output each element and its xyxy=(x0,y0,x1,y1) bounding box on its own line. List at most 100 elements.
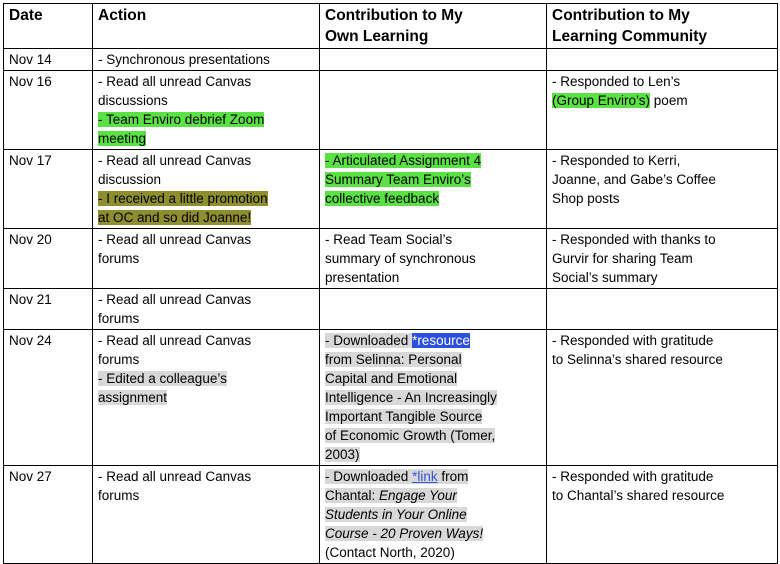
document-page: Date Action Contribution to My Own Learning… xyxy=(3,3,778,564)
date-cell: Nov 16 xyxy=(3,70,93,150)
text-segment: poem xyxy=(650,93,688,108)
text-line: Important Tangible Source xyxy=(325,407,541,426)
column-header-action: Action xyxy=(92,3,320,49)
own-learning-cell: - Downloaded *resource from Selinna: Pers… xyxy=(319,329,547,466)
date-cell: Nov 20 xyxy=(3,228,93,289)
text-line: - Read Team Social’s xyxy=(325,230,541,249)
text-segment: 2003) xyxy=(325,447,360,462)
hyperlink-resource[interactable]: *resource xyxy=(412,333,470,348)
text-segment: Summary Team Enviro’s xyxy=(325,172,471,187)
learning-log-table: Date Action Contribution to My Own Learning… xyxy=(3,3,778,564)
text-segment: - I received a little promotion xyxy=(98,191,268,206)
text-line: Nov 17 xyxy=(9,151,87,170)
text-line: (Contact North, 2020) xyxy=(325,543,541,562)
text-line: assignment xyxy=(98,388,314,407)
text-segment: Nov 24 xyxy=(9,333,52,348)
table-row: Nov 20- Read all unread Canvas forums - Re… xyxy=(3,228,778,289)
text-line: - Read all unread Canvas xyxy=(98,467,314,486)
text-line: to Selinna’s shared resource xyxy=(552,350,772,369)
text-line: Nov 24 xyxy=(9,331,87,350)
text-segment: - Read all unread Canvas xyxy=(98,333,252,348)
text-line: from Selinna: Personal xyxy=(325,350,541,369)
text-segment: (Group Enviro’s) xyxy=(552,93,651,108)
text-segment: - Read all unread Canvas xyxy=(98,292,252,307)
own-learning-cell xyxy=(319,288,547,330)
hyperlink-link[interactable]: *link xyxy=(412,469,438,484)
own-learning-cell xyxy=(319,48,547,71)
text-segment: Nov 17 xyxy=(9,153,52,168)
text-segment: Capital and Emotional xyxy=(325,371,458,386)
learning-community-cell: - Responded with thanks to Gurvir for sha… xyxy=(546,228,778,289)
text-line: forums xyxy=(98,249,314,268)
text-segment: - Read all unread Canvas xyxy=(98,469,252,484)
text-line: - Responded to Len’s xyxy=(552,72,772,91)
text-line: Course - 20 Proven Ways! xyxy=(325,524,541,543)
text-line: Capital and Emotional xyxy=(325,369,541,388)
text-line: - Responded with gratitude xyxy=(552,331,772,350)
column-header-date: Date xyxy=(3,3,93,49)
text-line: Summary Team Enviro’s xyxy=(325,170,541,189)
action-cell: - Read all unread Canvas discussions - Tea… xyxy=(92,70,320,150)
text-segment: - Synchronous presentations xyxy=(98,52,270,67)
text-line: 2003) xyxy=(325,445,541,464)
text-line: - Edited a colleague’s xyxy=(98,369,314,388)
text-line: discussions xyxy=(98,91,314,110)
text-line: (Group Enviro’s) poem xyxy=(552,91,772,110)
table-row: Nov 17 - Read all unread Canvas discussion… xyxy=(3,149,778,229)
text-segment: to Selinna’s shared resource xyxy=(552,352,723,367)
text-segment: - Downloaded xyxy=(325,333,413,348)
table-row: Nov 27 - Read all unread Canvas forums - Do… xyxy=(3,465,778,564)
text-line: forums xyxy=(98,309,314,328)
text-segment: - Downloaded xyxy=(325,469,413,484)
text-segment: - Responded to Kerri, xyxy=(552,153,681,168)
text-segment: Students in Your Online xyxy=(325,507,467,522)
text-segment: - Read all unread Canvas xyxy=(98,232,252,247)
table-row: Nov 24 - Read all unread Canvas forums - Ed… xyxy=(3,329,778,466)
text-line: - Responded with gratitude xyxy=(552,467,772,486)
text-segment: - Read Team Social’s xyxy=(325,232,453,247)
text-segment: - Responded to Len’s xyxy=(552,74,681,89)
date-cell: Nov 17 xyxy=(3,149,93,229)
text-segment: - Responded with gratitude xyxy=(552,469,714,484)
table-row: Nov 16 - Read all unread Canvas discussion… xyxy=(3,70,778,150)
action-cell: - Read all unread Canvas forums xyxy=(92,228,320,289)
text-line: Intelligence - An Increasingly xyxy=(325,388,541,407)
text-segment: - Team Enviro debrief Zoom xyxy=(98,112,265,127)
text-segment: Social’s summary xyxy=(552,270,658,285)
text-line: - Read all unread Canvas xyxy=(98,72,314,91)
text-line: forums xyxy=(98,486,314,505)
text-line: at OC and so did Joanne! xyxy=(98,208,314,227)
learning-community-cell: - Responded to Len’s (Group Enviro’s) poe… xyxy=(546,70,778,150)
text-segment: of Economic Growth (Tomer, xyxy=(325,428,496,443)
text-segment: Nov 20 xyxy=(9,232,52,247)
column-header-own-learning: Contribution to My Own Learning xyxy=(319,3,547,49)
action-cell: - Read all unread Canvas forums xyxy=(92,465,320,564)
text-segment: forums xyxy=(98,488,140,503)
text-line: discussion xyxy=(98,170,314,189)
text-segment: Intelligence - An Increasingly xyxy=(325,390,497,405)
table-row: Nov 21 - Read all unread Canvas forums xyxy=(3,288,778,330)
text-line: Social’s summary xyxy=(552,268,772,287)
text-segment: from xyxy=(437,469,469,484)
text-line: to Chantal’s shared resource xyxy=(552,486,772,505)
text-line: Nov 21 xyxy=(9,290,87,309)
text-segment: to Chantal’s shared resource xyxy=(552,488,725,503)
table-body: Nov 14 - Synchronous presentations Nov 16 -… xyxy=(3,48,778,564)
text-line: Nov 20 xyxy=(9,230,87,249)
learning-community-cell: - Responded with gratitude to Selinna’s s… xyxy=(546,329,778,466)
own-learning-cell: - Downloaded *link from Chantal: Engage Y… xyxy=(319,465,547,564)
text-segment: - Read all unread Canvas xyxy=(98,153,252,168)
text-segment: meeting xyxy=(98,131,147,146)
learning-community-cell xyxy=(546,48,778,71)
table-row: Nov 14 - Synchronous presentations xyxy=(3,48,778,71)
action-cell: - Read all unread Canvas forums - Edited a… xyxy=(92,329,320,466)
text-line: - Team Enviro debrief Zoom xyxy=(98,110,314,129)
text-segment: - Responded with gratitude xyxy=(552,333,714,348)
date-cell: Nov 24 xyxy=(3,329,93,466)
text-segment: (Contact North, 2020) xyxy=(325,545,455,560)
action-cell: - Read all unread Canvas discussion - I re… xyxy=(92,149,320,229)
text-line: Gurvir for sharing Team xyxy=(552,249,772,268)
text-segment: Course - 20 Proven Ways! xyxy=(325,526,484,541)
own-learning-cell: - Read Team Social’s summary of synchrono… xyxy=(319,228,547,289)
text-line: meeting xyxy=(98,129,314,148)
